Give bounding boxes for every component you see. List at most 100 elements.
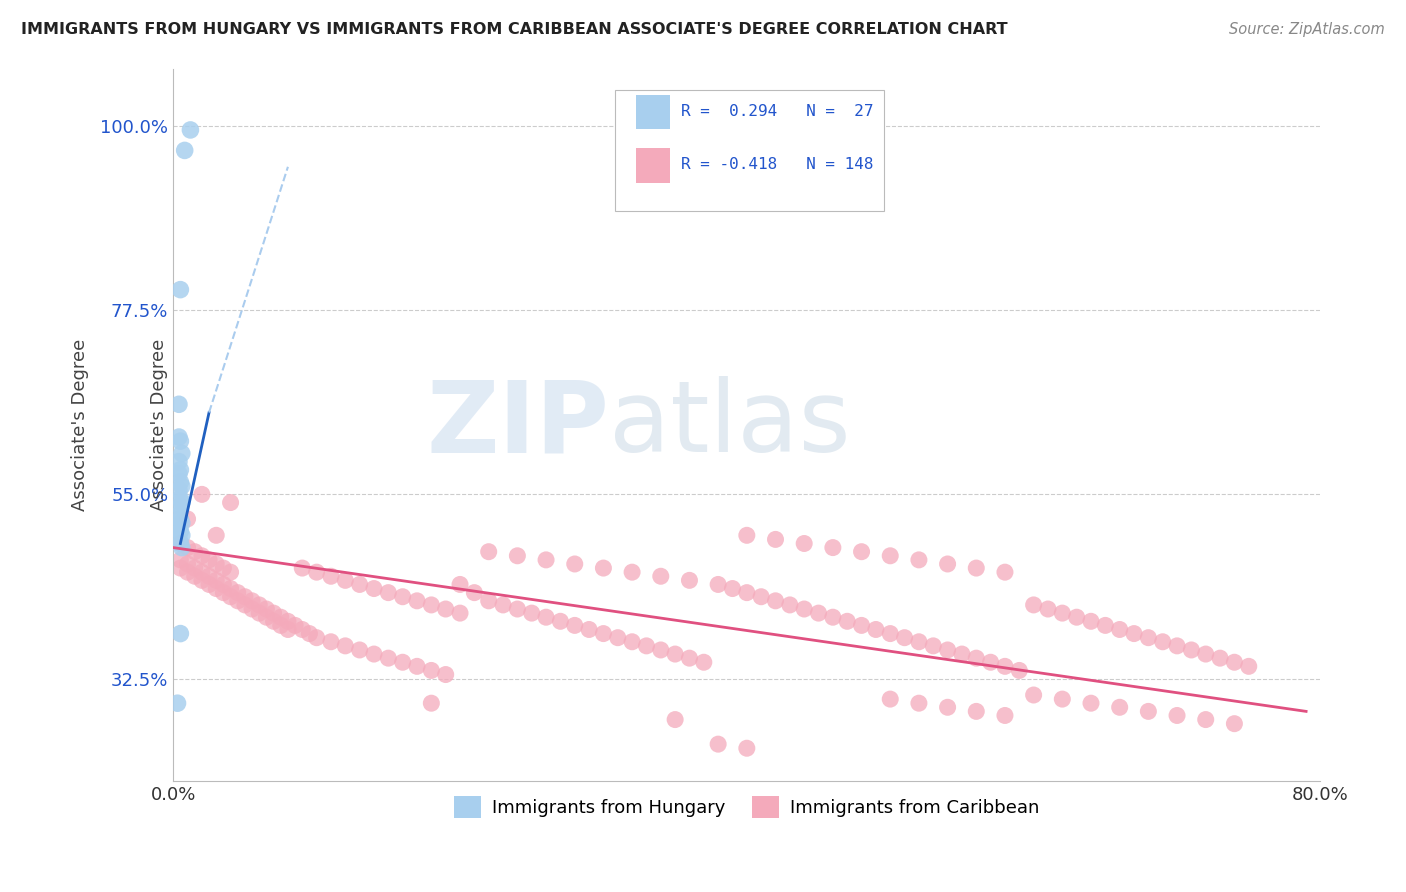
Point	[1195, 647, 1218, 661]
Point	[434, 667, 457, 681]
Legend: Immigrants from Hungary, Immigrants from Caribbean: Immigrants from Hungary, Immigrants from…	[447, 789, 1047, 825]
Point	[319, 569, 342, 583]
Point	[936, 700, 959, 714]
Point	[205, 574, 228, 588]
Point	[219, 565, 242, 579]
Point	[779, 598, 801, 612]
Point	[1022, 598, 1045, 612]
Point	[319, 634, 342, 648]
Point	[1137, 705, 1160, 719]
Point	[721, 582, 744, 596]
Point	[965, 705, 987, 719]
Point	[169, 463, 191, 477]
Point	[1237, 659, 1260, 673]
Point	[463, 585, 485, 599]
Point	[1195, 713, 1218, 727]
Point	[169, 536, 191, 550]
Point	[420, 598, 443, 612]
Point	[1123, 626, 1146, 640]
Point	[449, 577, 471, 591]
Point	[212, 585, 235, 599]
Point	[391, 655, 413, 669]
Point	[284, 618, 307, 632]
Point	[170, 528, 193, 542]
Point	[219, 582, 242, 596]
Point	[650, 643, 672, 657]
Point	[263, 606, 285, 620]
Point	[198, 569, 221, 583]
Point	[994, 565, 1017, 579]
FancyBboxPatch shape	[636, 95, 671, 129]
Point	[1052, 606, 1074, 620]
Point	[170, 479, 193, 493]
Point	[298, 626, 321, 640]
Point	[169, 500, 191, 514]
Point	[879, 549, 901, 563]
Point	[173, 144, 195, 158]
Point	[191, 574, 214, 588]
Point	[434, 602, 457, 616]
Point	[965, 561, 987, 575]
Point	[277, 615, 299, 629]
Point	[1008, 664, 1031, 678]
Point	[564, 557, 586, 571]
Point	[212, 561, 235, 575]
Point	[291, 561, 314, 575]
Point	[198, 553, 221, 567]
Point	[1108, 700, 1130, 714]
Point	[550, 615, 572, 629]
Point	[420, 696, 443, 710]
Point	[406, 659, 429, 673]
Point	[169, 283, 191, 297]
Point	[363, 647, 385, 661]
Point	[335, 574, 357, 588]
FancyBboxPatch shape	[614, 90, 884, 211]
Point	[277, 623, 299, 637]
Point	[169, 512, 191, 526]
Point	[176, 557, 198, 571]
Point	[166, 696, 188, 710]
Point	[183, 569, 205, 583]
Point	[879, 626, 901, 640]
Point	[377, 651, 399, 665]
Point	[851, 618, 873, 632]
Point	[534, 610, 557, 624]
Point	[592, 561, 614, 575]
Point	[564, 618, 586, 632]
Point	[167, 397, 190, 411]
Point	[191, 487, 214, 501]
Point	[965, 651, 987, 665]
FancyBboxPatch shape	[636, 148, 671, 183]
Point	[908, 696, 931, 710]
Point	[1022, 688, 1045, 702]
Point	[735, 528, 758, 542]
Point	[449, 606, 471, 620]
Text: atlas: atlas	[609, 376, 851, 474]
Point	[821, 610, 844, 624]
Point	[606, 631, 628, 645]
Point	[205, 582, 228, 596]
Point	[176, 565, 198, 579]
Point	[851, 544, 873, 558]
Point	[678, 574, 700, 588]
Point	[1223, 655, 1246, 669]
Point	[578, 623, 600, 637]
Point	[837, 615, 859, 629]
Point	[1166, 708, 1188, 723]
Text: ZIP: ZIP	[426, 376, 609, 474]
Point	[1166, 639, 1188, 653]
Point	[254, 610, 277, 624]
Point	[865, 623, 887, 637]
Point	[247, 598, 270, 612]
Point	[169, 491, 191, 506]
Point	[520, 606, 543, 620]
Point	[735, 585, 758, 599]
Point	[167, 454, 190, 468]
Point	[636, 639, 658, 653]
Point	[167, 467, 190, 481]
Point	[950, 647, 973, 661]
Point	[980, 655, 1002, 669]
Point	[534, 553, 557, 567]
Point	[707, 577, 730, 591]
Point	[191, 565, 214, 579]
